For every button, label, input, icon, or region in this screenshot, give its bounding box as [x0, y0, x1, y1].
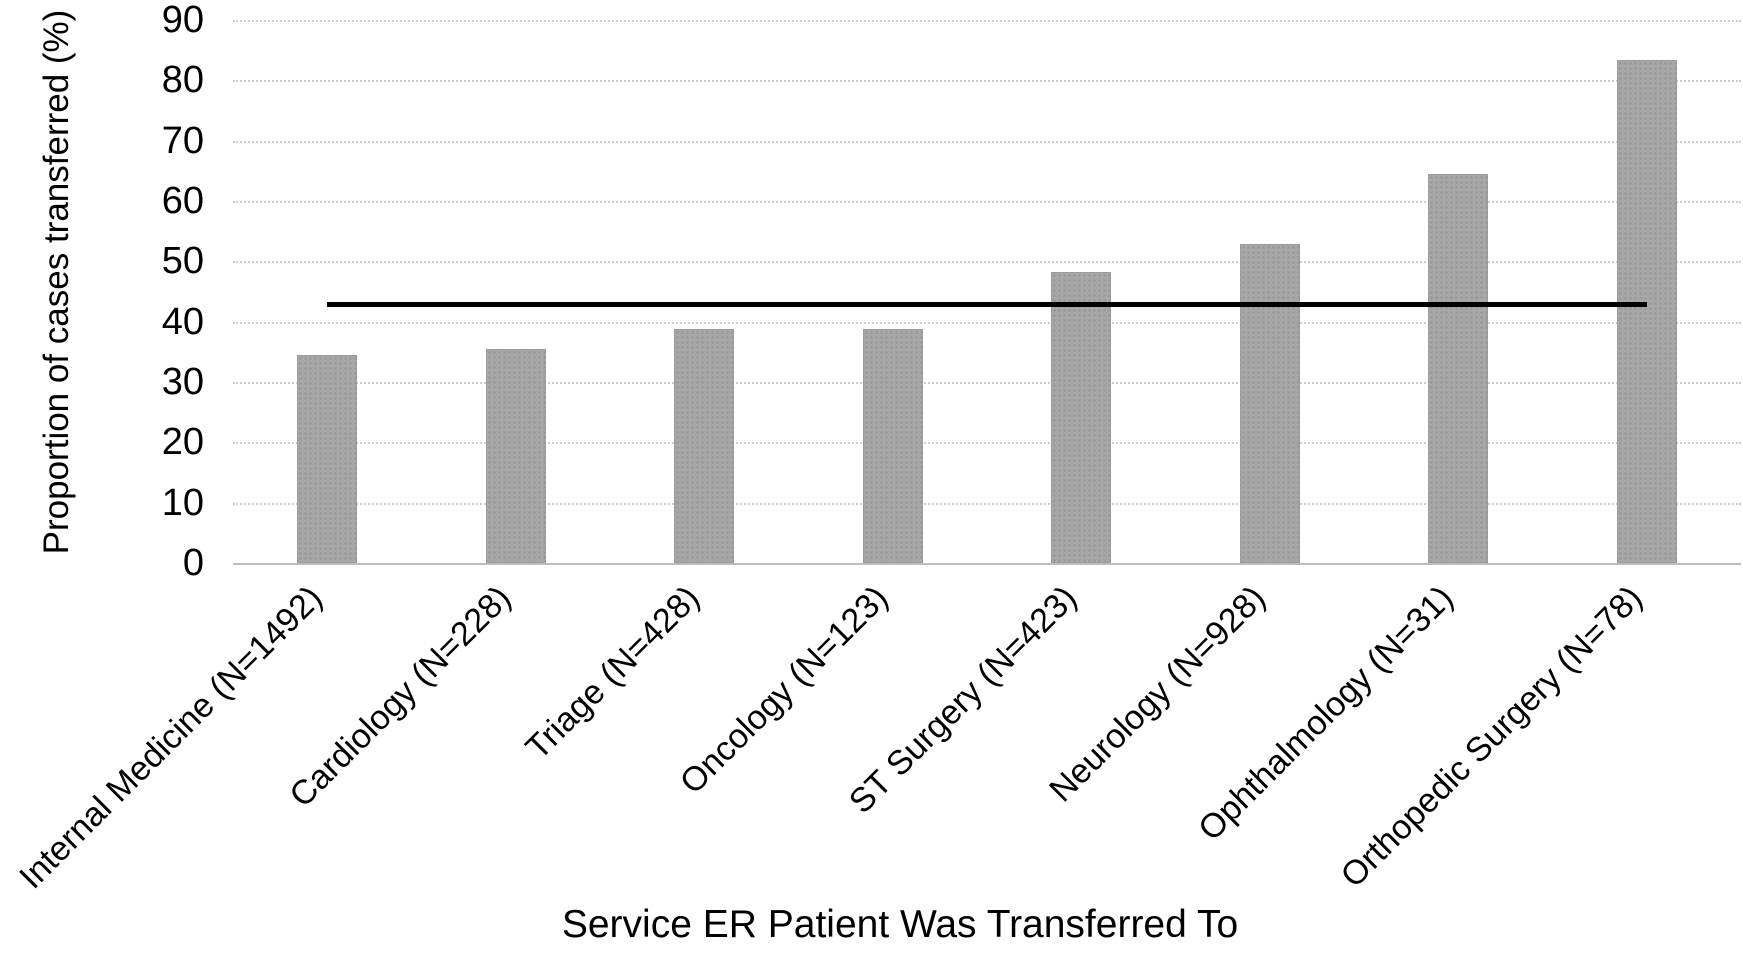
y-tick-label: 50: [161, 240, 204, 283]
bar: [1051, 271, 1112, 563]
bar: [1616, 60, 1677, 563]
y-tick-label: 40: [161, 300, 204, 343]
y-tick-label: 60: [161, 180, 204, 222]
bar: [1428, 173, 1489, 563]
gridline: [233, 261, 1741, 264]
bar: [485, 348, 546, 563]
y-tick-label: 10: [161, 481, 204, 524]
bar: [862, 328, 923, 563]
gridline: [233, 20, 1741, 22]
bar: [674, 328, 735, 563]
gridline: [233, 382, 1741, 384]
gridline: [233, 442, 1741, 445]
y-tick-label: 0: [182, 542, 204, 584]
category-label: Internal Medicine (N=1492): [12, 578, 330, 897]
y-tick-label: 90: [161, 0, 204, 41]
gridline: [233, 140, 1741, 143]
plot-area: [233, 20, 1741, 565]
bar: [1239, 244, 1300, 563]
bar: [297, 354, 358, 563]
y-tick-label: 70: [161, 119, 204, 162]
x-axis-line: [233, 563, 1741, 565]
y-tick-label: 20: [161, 421, 204, 464]
gridline: [233, 80, 1741, 83]
gridline: [233, 502, 1741, 505]
category-label: Orthopedic Surgery (N=78): [1333, 578, 1650, 895]
category-label: Oncology (N=123): [672, 578, 896, 802]
gridline: [233, 201, 1741, 203]
x-axis-title: Service ER Patient Was Transferred To: [561, 903, 1239, 946]
y-tick-label: 30: [161, 361, 204, 403]
reference-line: [327, 301, 1647, 307]
y-tick-label: 80: [161, 59, 204, 102]
category-label: Triage (N=428): [518, 578, 707, 768]
gridline: [233, 321, 1741, 324]
